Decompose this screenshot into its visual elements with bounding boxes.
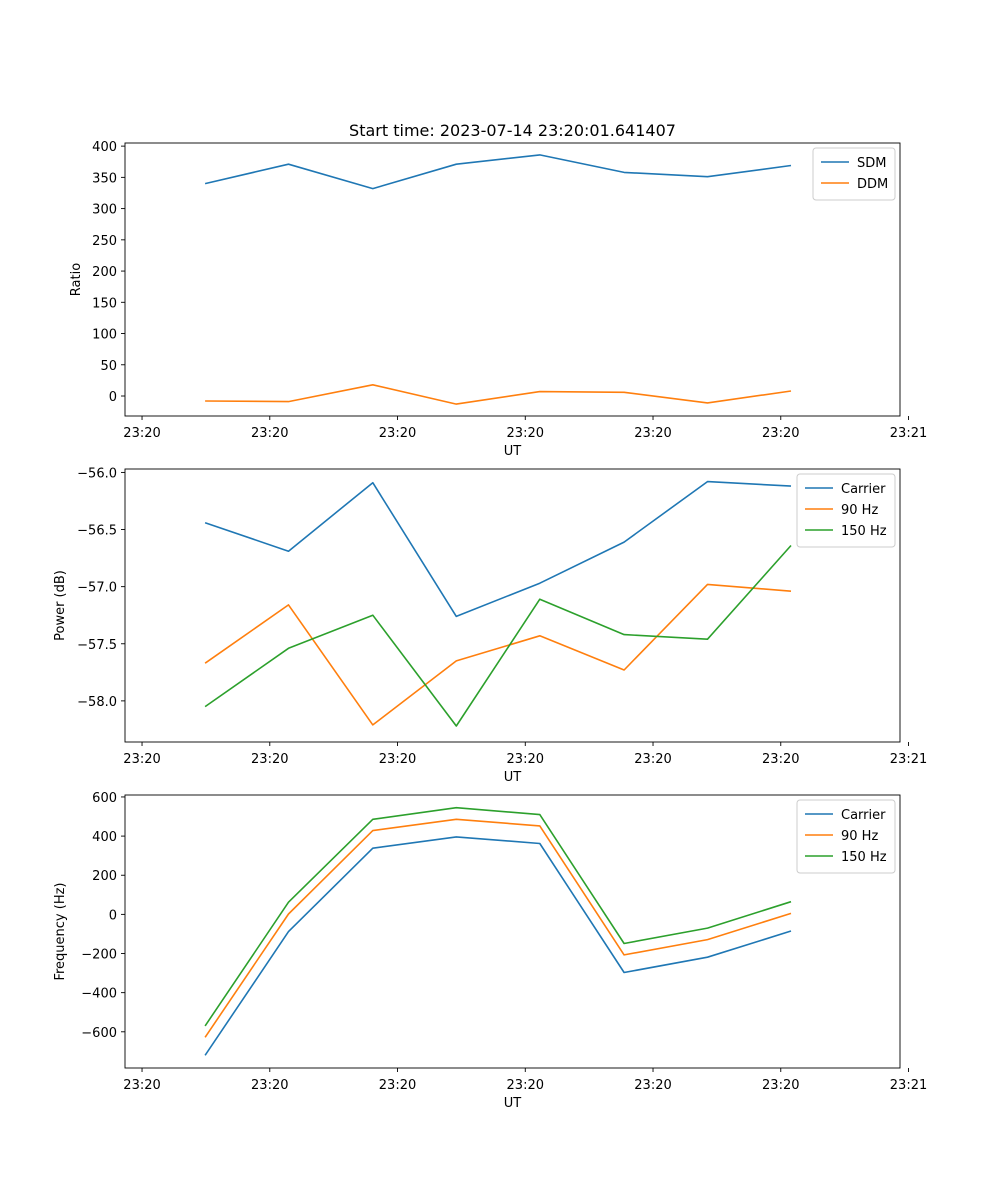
legend: Carrier 90 Hz 150 Hz — [796, 799, 896, 874]
y-tick-label: 200 — [92, 265, 117, 280]
x-tick-label: 23:21 — [890, 1078, 927, 1093]
legend-label: 150 Hz — [841, 524, 887, 539]
y-tick-label: 400 — [92, 140, 117, 155]
y-tick-label: 300 — [92, 203, 117, 218]
x-axis-label: UT — [504, 770, 522, 785]
legend-box — [796, 799, 896, 874]
x-tick-label: 23:20 — [634, 752, 671, 767]
y-tick-label: −56.5 — [77, 524, 117, 539]
plot-frame — [124, 794, 901, 1069]
x-tick-label: 23:20 — [379, 426, 416, 441]
y-tick-label: 150 — [92, 296, 117, 311]
plot-frame — [124, 142, 901, 417]
legend-box — [812, 147, 896, 201]
x-tick-label: 23:20 — [123, 752, 160, 767]
plot-frame — [124, 468, 901, 743]
series-line-sdm — [204, 154, 792, 190]
legend-label: Carrier — [841, 482, 886, 497]
x-tick-label: 23:20 — [379, 1078, 416, 1093]
legend-label: SDM — [857, 156, 886, 171]
y-tick-label: 350 — [92, 171, 117, 186]
y-tick-label: −600 — [81, 1026, 117, 1041]
x-tick-label: 23:20 — [507, 1078, 544, 1093]
y-tick-label: 600 — [92, 791, 117, 806]
series-line-carrier — [204, 836, 792, 1056]
x-tick-label: 23:21 — [890, 752, 927, 767]
legend-box — [796, 473, 896, 548]
x-tick-label: 23:20 — [123, 1078, 160, 1093]
legend-label: 90 Hz — [841, 829, 878, 844]
y-axis-label: Frequency (Hz) — [53, 882, 68, 980]
legend-label: DDM — [857, 177, 888, 192]
x-tick-label: 23:20 — [379, 752, 416, 767]
x-tick-label: 23:20 — [634, 1078, 671, 1093]
y-tick-label: −200 — [81, 948, 117, 963]
chart-title: Start time: 2023-07-14 23:20:01.641407 — [349, 121, 676, 140]
chart-panel-2: 23:20 23:20 23:20 23:20 23:20 23:20 23:21 −58.0… — [53, 466, 927, 785]
x-tick-label: 23:21 — [890, 426, 927, 441]
legend: SDM DDM — [812, 147, 896, 201]
y-tick-label: 200 — [92, 869, 117, 884]
legend-label: Carrier — [841, 808, 886, 823]
legend: Carrier 90 Hz 150 Hz — [796, 473, 896, 548]
chart-panel-1: 23:20 23:20 23:20 23:20 23:20 23:20 23:21 0 50 10… — [69, 121, 927, 459]
series-line-150-hz — [204, 544, 792, 727]
series-line-150-hz — [204, 806, 792, 1027]
y-axis-label: Power (dB) — [53, 570, 68, 641]
x-tick-label: 23:20 — [762, 1078, 799, 1093]
x-tick-label: 23:20 — [762, 752, 799, 767]
x-tick-label: 23:20 — [507, 426, 544, 441]
y-tick-label: 50 — [100, 359, 117, 374]
x-tick-label: 23:20 — [251, 426, 288, 441]
y-tick-label: −56.0 — [77, 466, 117, 481]
y-tick-label: −57.0 — [77, 581, 117, 596]
y-tick-label: 400 — [92, 830, 117, 845]
x-tick-label: 23:20 — [507, 752, 544, 767]
series-line-ddm — [205, 383, 792, 405]
x-tick-label: 23:20 — [251, 752, 288, 767]
legend-label: 90 Hz — [841, 503, 878, 518]
x-axis-label: UT — [504, 444, 522, 459]
series-line-90-hz — [204, 818, 792, 1038]
legend-label: 150 Hz — [841, 850, 887, 865]
y-tick-label: −58.0 — [77, 695, 117, 710]
x-tick-label: 23:20 — [251, 1078, 288, 1093]
chart-panel-3: 23:20 23:20 23:20 23:20 23:20 23:20 23:21 −600 −… — [53, 791, 927, 1111]
y-tick-label: −400 — [81, 987, 117, 1002]
y-tick-label: −57.5 — [77, 638, 117, 653]
y-tick-label: 0 — [109, 390, 117, 405]
y-tick-label: 250 — [92, 234, 117, 249]
x-tick-label: 23:20 — [762, 426, 799, 441]
y-tick-label: 100 — [92, 328, 117, 343]
x-tick-label: 23:20 — [123, 426, 160, 441]
series-line-carrier — [204, 480, 792, 618]
series-line-90-hz — [204, 583, 792, 726]
y-axis-label: Ratio — [69, 263, 84, 296]
x-axis-label: UT — [504, 1096, 522, 1111]
y-tick-label: 0 — [109, 908, 117, 923]
x-tick-label: 23:20 — [634, 426, 671, 441]
